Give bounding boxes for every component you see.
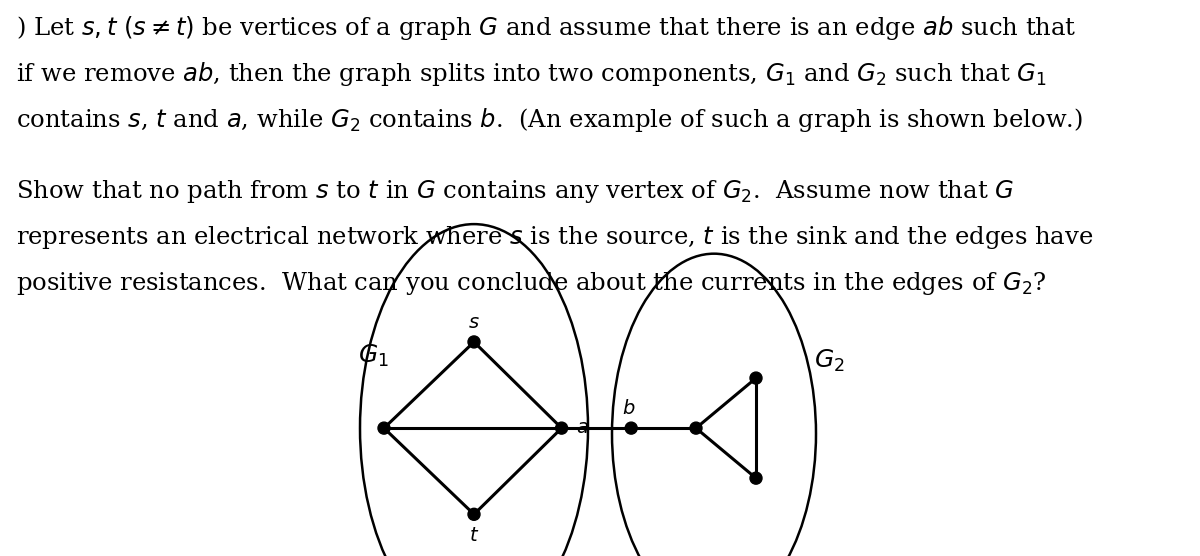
Ellipse shape — [468, 336, 480, 348]
Ellipse shape — [750, 372, 762, 384]
Ellipse shape — [690, 422, 702, 434]
Text: represents an electrical network where $s$ is the source, $t$ is the sink and th: represents an electrical network where $… — [16, 224, 1093, 251]
Text: contains $s$, $t$ and $a$, while $G_2$ contains $b$.  (An example of such a grap: contains $s$, $t$ and $a$, while $G_2$ c… — [16, 106, 1082, 134]
Text: $G_2$: $G_2$ — [814, 348, 845, 375]
Text: Show that no path from $s$ to $t$ in $G$ contains any vertex of $G_2$.  Assume n: Show that no path from $s$ to $t$ in $G$… — [16, 178, 1014, 205]
Text: $b$: $b$ — [622, 399, 636, 418]
Ellipse shape — [468, 508, 480, 520]
Ellipse shape — [750, 472, 762, 484]
Text: if we remove $ab$, then the graph splits into two components, $G_1$ and $G_2$ su: if we remove $ab$, then the graph splits… — [16, 60, 1046, 88]
Text: $a$: $a$ — [576, 419, 589, 437]
Text: $t$: $t$ — [469, 527, 479, 544]
Ellipse shape — [378, 422, 390, 434]
Ellipse shape — [556, 422, 568, 434]
Text: positive resistances.  What can you conclude about the currents in the edges of : positive resistances. What can you concl… — [16, 270, 1046, 297]
Ellipse shape — [625, 422, 637, 434]
Text: ) Let $s, t$ $(s \neq t)$ be vertices of a graph $G$ and assume that there is an: ) Let $s, t$ $(s \neq t)$ be vertices of… — [16, 14, 1076, 42]
Text: $s$: $s$ — [468, 314, 480, 332]
Text: $G_1$: $G_1$ — [358, 342, 389, 369]
